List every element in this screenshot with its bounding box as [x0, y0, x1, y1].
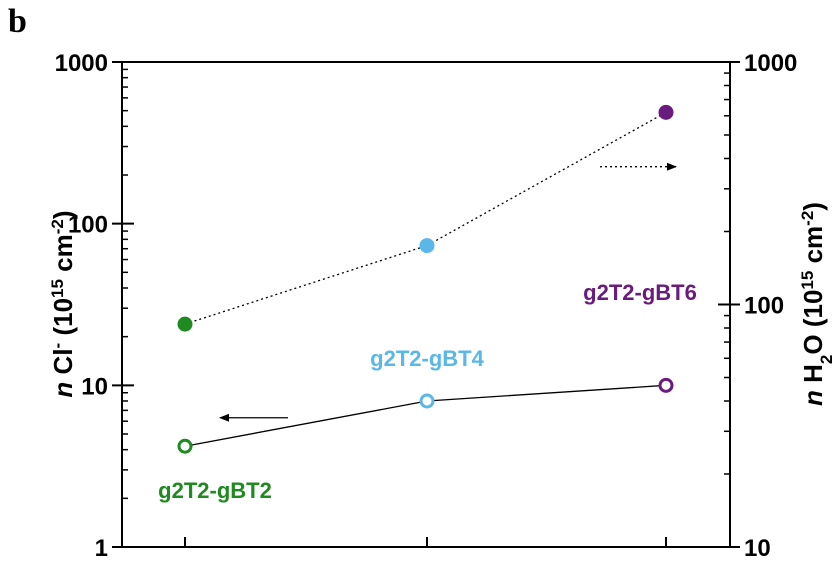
- label-g2t2-gbt4: g2T2-gBT4: [370, 346, 484, 371]
- right-tick-label: 10: [744, 535, 771, 562]
- right-tick-label: 100: [744, 293, 784, 320]
- bottom-axis-ticks: [184, 537, 667, 547]
- right-tick-label: 1000: [744, 50, 797, 77]
- data-point-open: [419, 393, 435, 409]
- left-axis-ticks: 1 10 100 1000: [55, 50, 134, 562]
- series-layer: [177, 104, 674, 454]
- label-g2t2-gbt6: g2T2-gBT6: [583, 280, 697, 305]
- data-point-filled: [658, 104, 674, 120]
- annotation-layer: g2T2-gBT2 g2T2-gBT4 g2T2-gBT6: [158, 280, 697, 503]
- data-point-filled: [419, 238, 435, 254]
- data-point-open: [177, 438, 193, 454]
- left-tick-label: 100: [68, 212, 108, 239]
- panel-letter: b: [8, 3, 27, 40]
- series-line-h2o: [184, 111, 667, 325]
- label-g2t2-gbt2: g2T2-gBT2: [158, 478, 272, 503]
- right-axis-ticks: 10 100 1000: [718, 50, 797, 562]
- right-axis-title: n H2O (1015 cm-2): [798, 202, 836, 406]
- data-point-open: [658, 377, 674, 393]
- left-axis-title: n Cl- (1015 cm-2): [48, 210, 79, 397]
- arrow-layer: [219, 162, 677, 422]
- data-point-filled: [177, 316, 193, 332]
- left-tick-label: 1: [95, 535, 108, 562]
- left-tick-label: 1000: [55, 50, 108, 77]
- left-tick-label: 10: [81, 373, 108, 400]
